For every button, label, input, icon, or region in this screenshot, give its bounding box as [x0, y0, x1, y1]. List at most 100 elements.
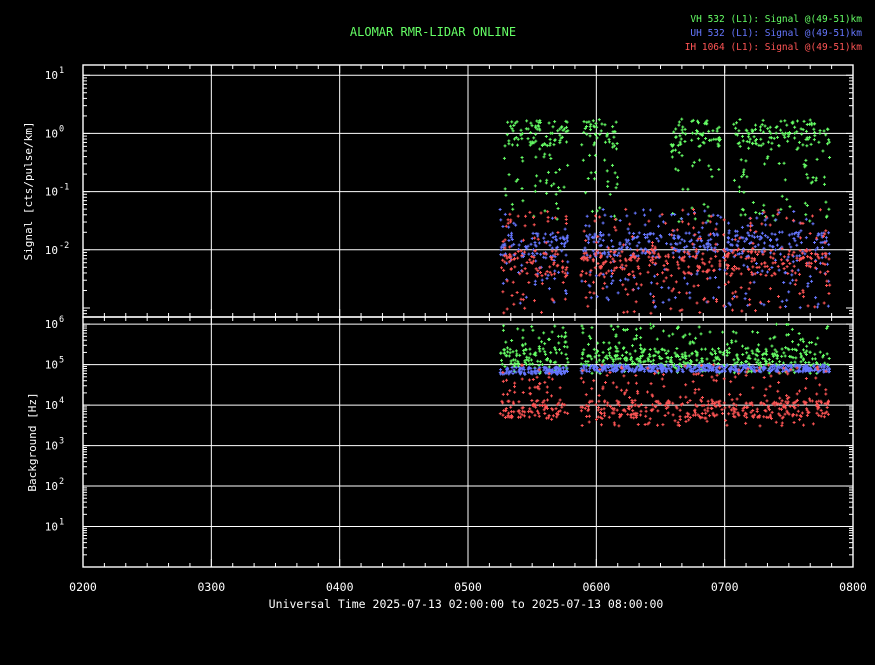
data-point [564, 268, 568, 272]
data-point [747, 233, 751, 237]
data-point [793, 239, 797, 243]
data-point [614, 228, 618, 232]
data-point [566, 129, 570, 133]
data-point [560, 372, 564, 376]
data-point [780, 230, 784, 234]
data-point [595, 136, 599, 140]
data-point [815, 411, 819, 415]
data-point [677, 255, 681, 259]
data-point [607, 233, 611, 237]
data-point [612, 406, 616, 410]
data-point [824, 388, 828, 392]
data-point [700, 399, 704, 403]
data-point [587, 407, 591, 411]
data-point [511, 280, 515, 284]
data-point [643, 223, 647, 227]
data-point [533, 236, 537, 240]
data-point [714, 370, 718, 374]
data-point [582, 229, 586, 233]
data-point [727, 236, 731, 240]
data-point [758, 366, 762, 370]
data-point [614, 120, 618, 124]
data-point [750, 349, 754, 353]
data-point [614, 357, 618, 361]
data-point [732, 358, 736, 362]
data-point [707, 214, 711, 218]
data-point [676, 420, 680, 424]
data-point [613, 130, 617, 134]
data-point [808, 371, 812, 375]
data-point [601, 233, 605, 237]
data-point [677, 151, 681, 155]
data-point [518, 367, 522, 371]
data-point [795, 243, 799, 247]
data-point [747, 256, 751, 260]
data-point [560, 351, 564, 355]
data-point [746, 405, 750, 409]
data-point [758, 235, 762, 239]
data-point [681, 256, 685, 260]
data-point [804, 213, 808, 217]
data-point [557, 270, 561, 274]
data-point [720, 408, 724, 412]
data-point [642, 233, 646, 237]
data-point [770, 274, 774, 278]
data-point [540, 363, 544, 367]
data-point [787, 249, 791, 253]
data-point [746, 131, 750, 135]
data-point [623, 257, 627, 261]
data-point [565, 357, 569, 361]
data-point [735, 397, 739, 401]
data-point [651, 258, 655, 262]
data-point [624, 259, 628, 263]
data-point [613, 225, 617, 229]
data-point [584, 403, 588, 407]
data-point [689, 238, 693, 242]
data-point [545, 276, 549, 280]
data-point [788, 404, 792, 408]
data-point [784, 400, 788, 404]
data-point [805, 172, 809, 176]
data-point [509, 235, 513, 239]
data-point [727, 240, 731, 244]
data-point [717, 366, 721, 370]
data-point [553, 216, 557, 220]
data-point [756, 330, 760, 334]
data-point [555, 415, 559, 419]
data-point [647, 352, 651, 356]
data-point [729, 274, 733, 278]
data-point [632, 231, 636, 235]
data-point [657, 239, 661, 243]
data-point [768, 125, 772, 129]
data-point [630, 344, 634, 348]
data-point [615, 253, 619, 257]
data-point [558, 236, 562, 240]
data-point [650, 256, 654, 260]
y-tick-label: 10 -2 [45, 241, 70, 257]
data-point [546, 240, 550, 244]
data-point [627, 273, 631, 277]
data-point [707, 233, 711, 237]
data-point [523, 342, 527, 346]
data-point [762, 375, 766, 379]
data-point [689, 272, 693, 276]
data-point [684, 354, 688, 358]
data-point [780, 399, 784, 403]
data-point [660, 286, 664, 290]
data-point [737, 189, 741, 193]
data-point [708, 276, 712, 280]
data-point [826, 399, 830, 403]
y-tick-label: 10 -1 [45, 183, 70, 199]
data-point [582, 249, 586, 253]
data-point [746, 249, 750, 253]
data-point [591, 119, 595, 123]
data-point [698, 158, 702, 162]
data-point [791, 120, 795, 124]
data-point [523, 267, 527, 271]
data-point [704, 221, 708, 225]
data-point [612, 366, 616, 370]
data-point [642, 360, 646, 364]
data-point [551, 254, 555, 258]
data-point [653, 347, 657, 351]
data-point [588, 270, 592, 274]
